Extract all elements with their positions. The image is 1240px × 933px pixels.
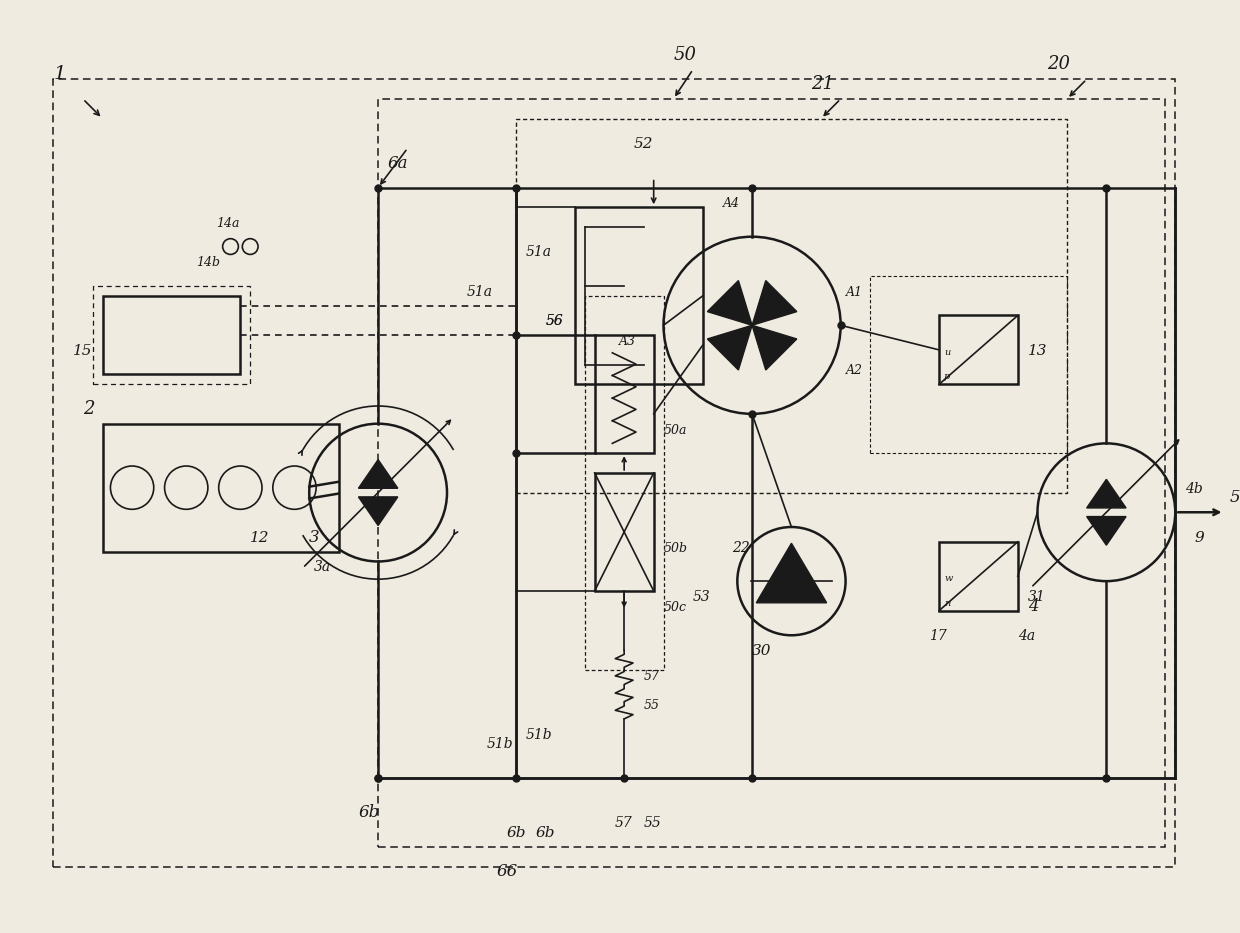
Text: w: w <box>944 574 952 583</box>
Text: 50: 50 <box>673 46 697 63</box>
Text: 3: 3 <box>309 529 320 546</box>
Text: 4: 4 <box>1028 598 1038 615</box>
Text: 6a: 6a <box>388 155 408 172</box>
Text: 6b: 6b <box>358 804 379 821</box>
Polygon shape <box>1086 517 1126 545</box>
Text: 5: 5 <box>1229 490 1240 507</box>
Polygon shape <box>358 460 398 488</box>
Bar <box>53 79 1176 867</box>
Text: 51a: 51a <box>526 245 552 259</box>
Bar <box>516 118 1066 493</box>
Text: 52: 52 <box>634 137 653 151</box>
Text: 1: 1 <box>53 65 66 83</box>
Bar <box>93 285 250 384</box>
Text: 57: 57 <box>644 670 660 683</box>
Text: A2: A2 <box>846 365 863 378</box>
Text: A3: A3 <box>619 335 636 348</box>
Text: 57: 57 <box>614 816 632 830</box>
Text: 50b: 50b <box>663 542 687 554</box>
Text: A4: A4 <box>723 197 739 210</box>
Bar <box>595 335 653 453</box>
Bar <box>103 296 241 374</box>
Text: 50a: 50a <box>663 424 687 437</box>
Bar <box>103 424 339 551</box>
Text: 13: 13 <box>1028 343 1047 357</box>
Text: 50c: 50c <box>663 601 687 614</box>
Bar <box>585 296 663 670</box>
Text: 55: 55 <box>644 699 660 712</box>
Polygon shape <box>707 281 753 326</box>
Text: 51b: 51b <box>526 728 552 742</box>
Text: 9: 9 <box>1195 531 1205 545</box>
Text: 14b: 14b <box>196 257 219 270</box>
Text: 51a: 51a <box>466 285 492 299</box>
Polygon shape <box>753 281 797 326</box>
Bar <box>939 542 1018 611</box>
Text: 6b: 6b <box>506 826 526 840</box>
Bar <box>575 207 703 384</box>
Text: 56: 56 <box>546 314 563 328</box>
Text: 56: 56 <box>546 314 563 328</box>
Text: 3a: 3a <box>314 561 331 575</box>
Text: 31: 31 <box>1028 590 1045 604</box>
Text: 4a: 4a <box>1018 629 1035 643</box>
Text: 51b: 51b <box>486 737 513 751</box>
Text: 17: 17 <box>929 629 947 643</box>
Text: 20: 20 <box>1048 55 1070 74</box>
Text: 6b: 6b <box>536 826 556 840</box>
Text: n: n <box>944 599 950 607</box>
Polygon shape <box>1086 480 1126 508</box>
Text: 55: 55 <box>644 816 662 830</box>
Polygon shape <box>358 497 398 525</box>
Polygon shape <box>753 326 797 370</box>
Polygon shape <box>707 326 753 370</box>
Text: u: u <box>944 348 950 356</box>
Text: p: p <box>944 372 950 382</box>
Text: 15: 15 <box>73 343 93 357</box>
Bar <box>939 315 1018 384</box>
Text: 12: 12 <box>250 531 269 545</box>
Text: 2: 2 <box>83 400 94 418</box>
Bar <box>378 99 1166 847</box>
Bar <box>595 473 653 591</box>
Text: 22: 22 <box>733 540 750 554</box>
Text: 14a: 14a <box>216 216 239 230</box>
Text: 4b: 4b <box>1185 481 1203 495</box>
Bar <box>870 276 1066 453</box>
Text: 21: 21 <box>811 75 835 93</box>
Text: 66: 66 <box>496 863 517 881</box>
Text: A1: A1 <box>846 285 863 299</box>
Text: 30: 30 <box>753 644 771 658</box>
Polygon shape <box>756 543 827 603</box>
Text: 53: 53 <box>693 590 711 604</box>
